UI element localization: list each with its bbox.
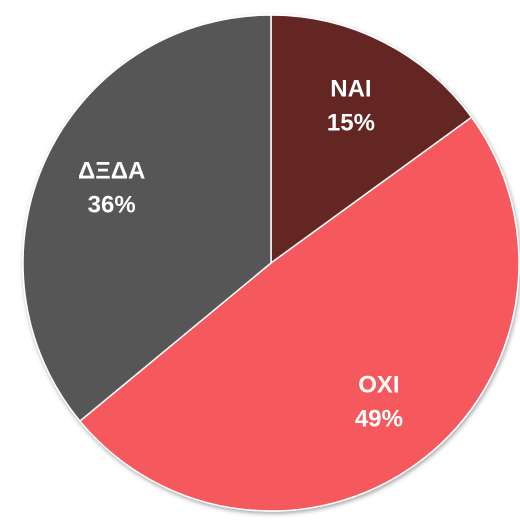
slice-value: 49% bbox=[355, 405, 403, 432]
slice-value: 15% bbox=[327, 109, 375, 136]
pie-slice bbox=[270, 14, 473, 265]
slice-label: ΔΞΔΑ bbox=[78, 157, 145, 184]
slice-label: OXI bbox=[358, 371, 399, 398]
slice-label: NAI bbox=[330, 75, 371, 102]
pie-slice bbox=[78, 116, 520, 512]
pie-slice bbox=[22, 14, 272, 423]
pie bbox=[22, 14, 520, 512]
slice-value: 36% bbox=[88, 191, 136, 218]
